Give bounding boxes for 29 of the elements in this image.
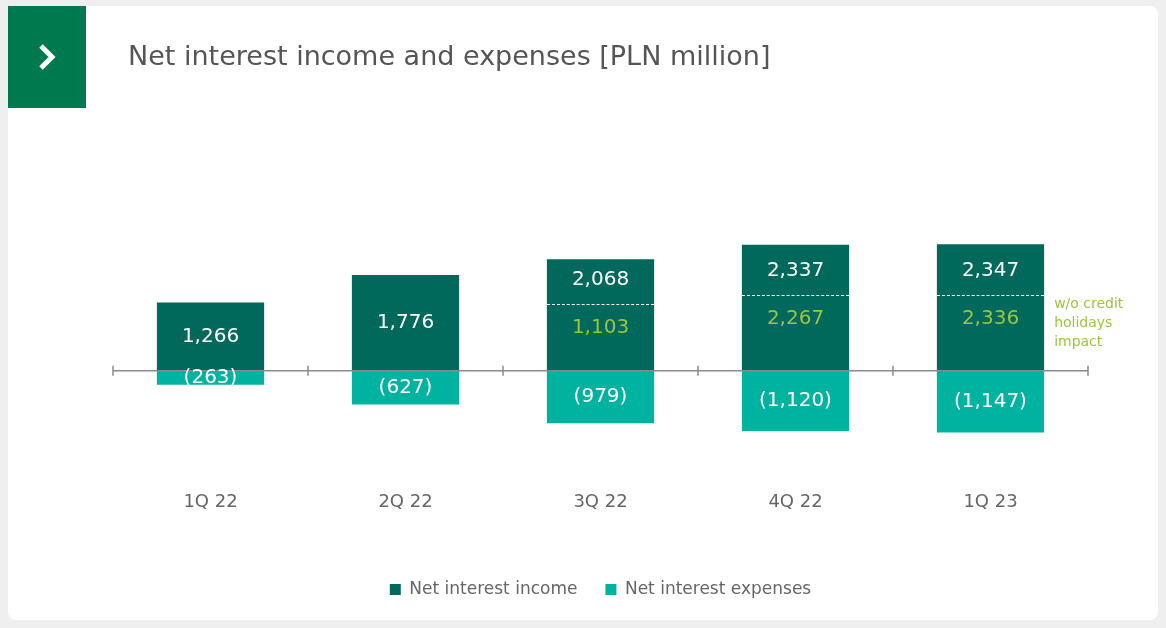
x-tick-label: 1Q 23 [963, 489, 1018, 511]
data-label: (979) [573, 383, 628, 408]
x-tick-label: 2Q 22 [378, 489, 433, 511]
x-tick-label: 4Q 22 [768, 489, 823, 511]
data-label: (1,120) [759, 386, 832, 411]
data-label: 1,266 [181, 322, 240, 347]
legend-label: Net interest expenses [624, 577, 812, 598]
data-label: 1,776 [376, 309, 435, 334]
bar [741, 244, 850, 371]
data-label: (1,147) [954, 387, 1027, 412]
data-label: 2,068 [571, 266, 630, 291]
x-tick-label: 1Q 22 [183, 489, 238, 511]
annotation: 1,103 [571, 314, 630, 339]
data-label: 2,347 [961, 257, 1020, 281]
x-tick-label: 3Q 22 [573, 489, 628, 511]
bar [546, 259, 655, 371]
annotation: 2,336 [961, 305, 1020, 329]
bar [546, 370, 655, 424]
chart-title: Net interest income and expenses [PLN million] [128, 40, 771, 71]
legend-label: Net interest income [409, 577, 578, 598]
bar [936, 244, 1045, 371]
bar [936, 370, 1045, 433]
annotation: w/o credit holidays impact [1054, 294, 1124, 349]
data-label: (263) [183, 363, 238, 388]
data-label: (627) [378, 373, 433, 398]
annotation: 2,267 [766, 305, 825, 330]
bar [741, 370, 850, 431]
bar [351, 274, 460, 371]
data-label: 2,337 [766, 257, 825, 282]
